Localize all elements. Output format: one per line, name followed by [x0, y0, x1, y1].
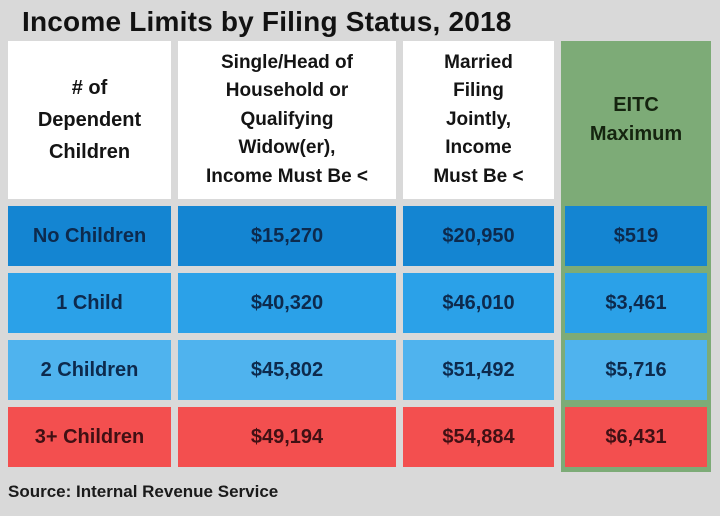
- eitc-maximum-value: $6,431: [565, 407, 707, 467]
- header-married-jointly: Married Filing Jointly, Income Must Be <: [403, 41, 554, 199]
- income-limit-married: $51,492: [403, 340, 554, 400]
- income-limit-single: $40,320: [178, 273, 396, 333]
- income-limits-table: # of Dependent Children Single/Head of H…: [8, 41, 711, 472]
- income-limit-married: $54,884: [403, 407, 554, 467]
- income-limit-married: $46,010: [403, 273, 554, 333]
- income-limit-married: $20,950: [403, 206, 554, 266]
- row-label: 3+ Children: [8, 407, 171, 467]
- income-limit-single: $49,194: [178, 407, 396, 467]
- header-single-hoh: Single/Head of Household or Qualifying W…: [178, 41, 396, 199]
- source-attribution: Source: Internal Revenue Service: [8, 482, 279, 501]
- row-label: 2 Children: [8, 340, 171, 400]
- row-label: 1 Child: [8, 273, 171, 333]
- eitc-maximum-value: $519: [565, 206, 707, 266]
- income-limit-single: $15,270: [178, 206, 396, 266]
- eitc-maximum-value: $5,716: [565, 340, 707, 400]
- header-dependent-children: # of Dependent Children: [8, 41, 171, 199]
- header-eitc-maximum: EITC Maximum: [589, 94, 683, 145]
- page-title: Income Limits by Filing Status, 2018: [22, 6, 512, 37]
- income-limit-single: $45,802: [178, 340, 396, 400]
- eitc-maximum-value: $3,461: [565, 273, 707, 333]
- row-label: No Children: [8, 206, 171, 266]
